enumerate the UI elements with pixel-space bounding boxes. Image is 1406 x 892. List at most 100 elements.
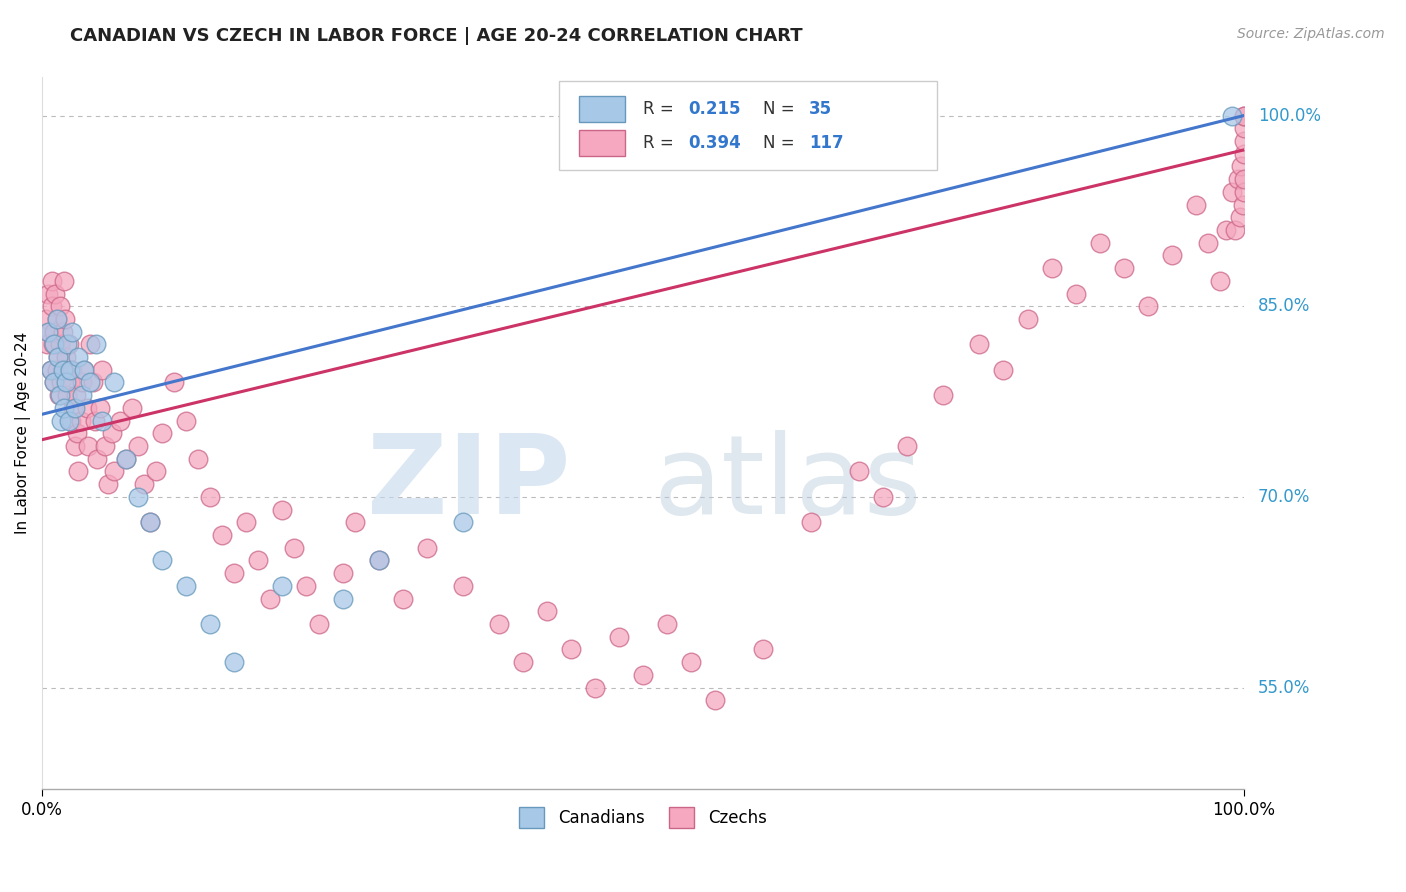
Point (41, 299, 63, 313)
Point (896, 439, 918, 453)
Point (52, 274, 75, 288)
Point (73, 363, 96, 377)
Point (1233, 185, 1256, 199)
Point (70, 388, 93, 402)
Point (127, 439, 149, 453)
Point (59, 376, 82, 390)
Point (45, 312, 67, 326)
Point (56, 388, 79, 402)
Point (631, 668, 654, 682)
Text: 85.0%: 85.0% (1258, 297, 1310, 315)
Point (39, 363, 62, 377)
Point (60, 325, 83, 339)
Point (84, 414, 107, 428)
FancyBboxPatch shape (579, 96, 624, 121)
Point (1160, 248, 1182, 262)
Point (69, 414, 91, 428)
Point (271, 579, 294, 593)
Point (121, 401, 143, 415)
Point (70, 376, 93, 390)
Point (308, 617, 330, 632)
Text: 35: 35 (808, 100, 832, 118)
Point (97, 477, 120, 491)
Point (752, 642, 775, 657)
Text: N =: N = (763, 134, 800, 152)
Point (1112, 261, 1135, 276)
Text: R =: R = (643, 134, 679, 152)
Point (1229, 211, 1251, 225)
Point (295, 579, 318, 593)
Text: N =: N = (763, 100, 800, 118)
Point (67, 350, 90, 364)
Y-axis label: In Labor Force | Age 20-24: In Labor Force | Age 20-24 (15, 332, 31, 534)
Point (259, 591, 281, 606)
Point (46, 350, 69, 364)
Point (704, 693, 727, 707)
Point (56, 337, 79, 351)
Point (45, 363, 67, 377)
Point (1040, 261, 1063, 276)
Point (44, 286, 66, 301)
Point (1230, 160, 1253, 174)
Point (1233, 146, 1256, 161)
Point (42, 376, 65, 390)
Point (42, 337, 65, 351)
Text: 100.0%: 100.0% (1258, 106, 1320, 125)
Point (73, 363, 96, 377)
Point (62, 401, 84, 415)
Point (58, 337, 80, 351)
Text: 55.0%: 55.0% (1258, 679, 1310, 697)
Point (101, 426, 124, 441)
Point (49, 337, 72, 351)
Point (200, 490, 222, 504)
Text: 117: 117 (808, 134, 844, 152)
Point (41, 274, 63, 288)
Text: atlas: atlas (652, 430, 921, 537)
Point (79, 376, 101, 390)
Point (55, 376, 77, 390)
Point (415, 541, 437, 555)
Point (1209, 274, 1232, 288)
Point (271, 502, 294, 516)
Point (451, 579, 474, 593)
Point (84, 337, 107, 351)
Point (332, 566, 354, 581)
Point (60, 363, 83, 377)
Point (66, 426, 89, 441)
Point (59, 414, 82, 428)
Point (367, 553, 389, 567)
Point (55, 350, 77, 364)
Point (76, 439, 98, 453)
Text: R =: R = (643, 100, 679, 118)
Text: CANADIAN VS CZECH IN LABOR FORCE | AGE 20-24 CORRELATION CHART: CANADIAN VS CZECH IN LABOR FORCE | AGE 2… (70, 27, 803, 45)
Point (1017, 312, 1039, 326)
Point (343, 516, 366, 530)
Point (53, 312, 76, 326)
Point (224, 655, 246, 669)
Point (91, 363, 114, 377)
Point (35, 337, 58, 351)
Point (560, 642, 582, 657)
Point (65, 388, 87, 402)
Legend: Canadians, Czechs: Canadians, Czechs (513, 801, 773, 834)
Point (51, 376, 73, 390)
Point (42, 376, 65, 390)
FancyBboxPatch shape (558, 81, 938, 170)
Point (1226, 172, 1249, 186)
Text: 0.215: 0.215 (689, 100, 741, 118)
Text: 70.0%: 70.0% (1258, 488, 1310, 506)
Point (211, 528, 233, 542)
Point (150, 426, 173, 441)
Point (115, 451, 138, 466)
Point (283, 541, 305, 555)
Point (235, 516, 257, 530)
Point (1136, 299, 1159, 313)
Point (103, 465, 125, 479)
Point (67, 465, 90, 479)
Point (150, 553, 173, 567)
Point (800, 516, 823, 530)
Point (45, 312, 67, 326)
Point (1197, 235, 1219, 250)
Point (512, 655, 534, 669)
Point (103, 376, 125, 390)
